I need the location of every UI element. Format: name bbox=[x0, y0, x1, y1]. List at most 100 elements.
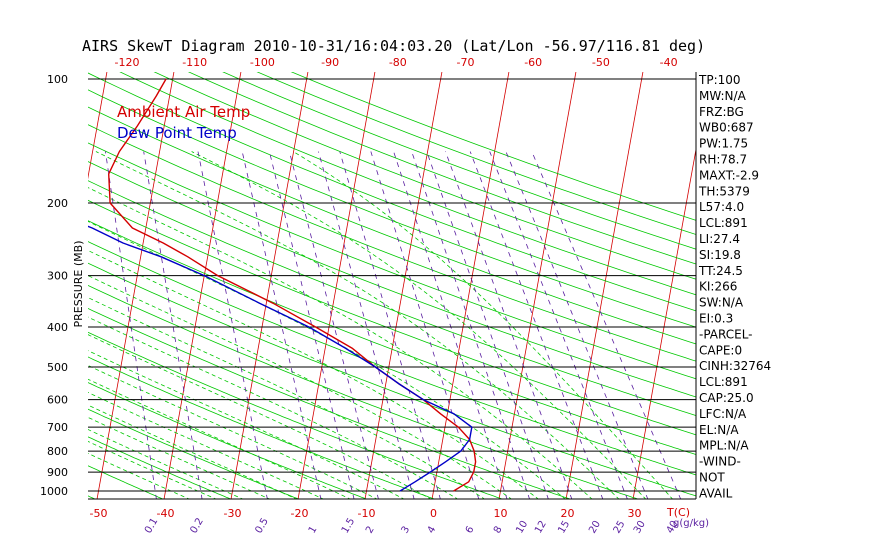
pressure-tick-label: 500 bbox=[47, 361, 68, 374]
series-line-dew-point-temp bbox=[88, 225, 473, 492]
temperature-tick-label: -20 bbox=[291, 507, 309, 520]
dry-adiabat-line bbox=[88, 331, 504, 499]
index-label: AVAIL bbox=[699, 486, 733, 500]
pressure-tick-label: 100 bbox=[47, 73, 68, 86]
pressure-tick-label: 600 bbox=[47, 394, 68, 407]
chart-title: AIRS SkewT Diagram 2010-10-31/16:04:03.2… bbox=[82, 37, 705, 55]
dry-adiabat-line bbox=[88, 465, 164, 499]
legend-item-ambient-air-temp: Ambient Air Temp bbox=[117, 103, 250, 121]
top-temperature-tick-label: -100 bbox=[250, 56, 275, 69]
mixing-ratio-line bbox=[339, 151, 441, 499]
top-temperature-tick-label: -70 bbox=[457, 56, 475, 69]
temperature-unit-label: T(C) bbox=[666, 506, 690, 519]
temperature-tick-label: -40 bbox=[157, 507, 175, 520]
top-temperature-tick-label: -60 bbox=[524, 56, 542, 69]
index-label: SW:N/A bbox=[699, 296, 744, 310]
mixing-ratio-line bbox=[143, 151, 203, 499]
mixing-ratio-line bbox=[445, 151, 573, 499]
isotherm-line bbox=[0, 72, 40, 499]
dry-adiabat-line bbox=[88, 89, 696, 328]
plot-series bbox=[88, 78, 477, 492]
index-label: MW:N/A bbox=[699, 89, 747, 103]
mixing-ratio-line bbox=[288, 151, 379, 499]
index-label: CAPE:0 bbox=[699, 343, 742, 357]
dry-adiabat-line bbox=[119, 72, 696, 296]
pressure-tick-label: 300 bbox=[47, 270, 68, 283]
mixing-ratio-unit-label: g(g/kg) bbox=[673, 518, 709, 529]
mixing-ratio-line bbox=[489, 151, 628, 499]
index-label: L57:4.0 bbox=[699, 200, 744, 214]
index-label: NOT bbox=[699, 471, 725, 485]
temperature-tick-label: -30 bbox=[224, 507, 242, 520]
mixing-ratio-line bbox=[370, 151, 480, 499]
mixing-ratio-tick-label: 25 bbox=[612, 519, 628, 536]
stability-indices: TP:100MW:N/AFRZ:BGWB0:687PW:1.75RH:78.7M… bbox=[698, 73, 771, 500]
top-temperature-tick-label: -110 bbox=[182, 56, 207, 69]
index-label: CINH:32764 bbox=[699, 359, 771, 373]
legend: Ambient Air Temp Dew Point Temp bbox=[117, 103, 250, 142]
index-label: -PARCEL- bbox=[699, 327, 753, 341]
isotherm-line bbox=[88, 72, 108, 180]
legend-item-dew-point-temp: Dew Point Temp bbox=[117, 124, 237, 142]
mixing-ratio-tick-label: 0.2 bbox=[188, 516, 205, 535]
dry-adiabat-line bbox=[88, 142, 696, 380]
dry-adiabat-line bbox=[88, 220, 696, 455]
index-label: TP:100 bbox=[698, 73, 741, 87]
mixing-ratio-tick-label: 8 bbox=[492, 524, 505, 535]
isotherm-line bbox=[431, 72, 510, 499]
mixing-ratio-line bbox=[393, 151, 508, 499]
top-temperature-tick-label: -120 bbox=[115, 56, 140, 69]
pressure-tick-label: 400 bbox=[47, 321, 68, 334]
mixing-ratio-line bbox=[411, 151, 530, 499]
isotherm-line bbox=[834, 72, 870, 499]
top-temperature-tick-label: -40 bbox=[660, 56, 678, 69]
temperature-tick-label: -10 bbox=[358, 507, 376, 520]
isotherm-line bbox=[230, 72, 309, 499]
temperature-tick-label: 20 bbox=[561, 507, 575, 520]
index-label: MAXT:-2.9 bbox=[699, 168, 759, 182]
dry-adiabat-line bbox=[88, 408, 300, 499]
mixing-ratio-tick-label: 4 bbox=[426, 524, 439, 535]
dry-adiabat-line bbox=[88, 382, 368, 499]
dry-adiabat-line bbox=[88, 241, 696, 476]
dry-adiabat-line bbox=[187, 72, 696, 265]
dry-adiabat-line bbox=[256, 72, 696, 235]
mixing-ratio-tick-label: 30 bbox=[632, 519, 648, 536]
mixing-ratio-tick-label: 1 bbox=[307, 524, 320, 535]
temperature-tick-label: -50 bbox=[90, 507, 108, 520]
index-label: FRZ:BG bbox=[699, 105, 744, 119]
dry-adiabat-line bbox=[88, 436, 232, 499]
mixing-ratio-line bbox=[469, 151, 604, 499]
index-label: PW:1.75 bbox=[699, 137, 748, 151]
index-label: TT:24.5 bbox=[698, 264, 743, 278]
mixing-ratio-line bbox=[426, 151, 549, 499]
moist-adiabat-line bbox=[191, 151, 647, 499]
index-label: LFC:N/A bbox=[699, 407, 747, 421]
index-label: KI:266 bbox=[699, 280, 737, 294]
index-label: LCL:891 bbox=[699, 216, 748, 230]
isotherm-line bbox=[297, 72, 376, 499]
mixing-ratio-tick-label: 20 bbox=[587, 519, 603, 536]
y-axis-label: PRESSURE (MB) bbox=[72, 241, 85, 328]
temperature-tick-label: 30 bbox=[628, 507, 642, 520]
index-label: -WIND- bbox=[699, 455, 741, 469]
mixing-ratio-line bbox=[531, 151, 682, 499]
mixing-ratio-line bbox=[505, 151, 649, 499]
mixing-ratio-line bbox=[105, 151, 157, 499]
dry-adiabat-line bbox=[88, 284, 640, 499]
moist-adiabat-line bbox=[88, 429, 244, 499]
pressure-tick-label: 1000 bbox=[40, 485, 68, 498]
top-temperature-tick-label: -80 bbox=[389, 56, 407, 69]
index-label: CAP:25.0 bbox=[699, 391, 754, 405]
dry-adiabat-line bbox=[88, 356, 436, 499]
isotherm-line bbox=[565, 72, 644, 499]
plot-grid bbox=[0, 72, 870, 499]
mixing-ratio-tick-label: 10 bbox=[514, 519, 530, 536]
index-label: MPL:N/A bbox=[699, 439, 749, 453]
pressure-tick-label: 700 bbox=[47, 421, 68, 434]
temperature-tick-label: 10 bbox=[494, 507, 508, 520]
mixing-ratio-tick-label: 15 bbox=[556, 519, 572, 536]
isotherm-line bbox=[632, 147, 696, 499]
isotherm-line bbox=[767, 72, 844, 499]
mixing-ratio-tick-label: 12 bbox=[533, 519, 549, 536]
